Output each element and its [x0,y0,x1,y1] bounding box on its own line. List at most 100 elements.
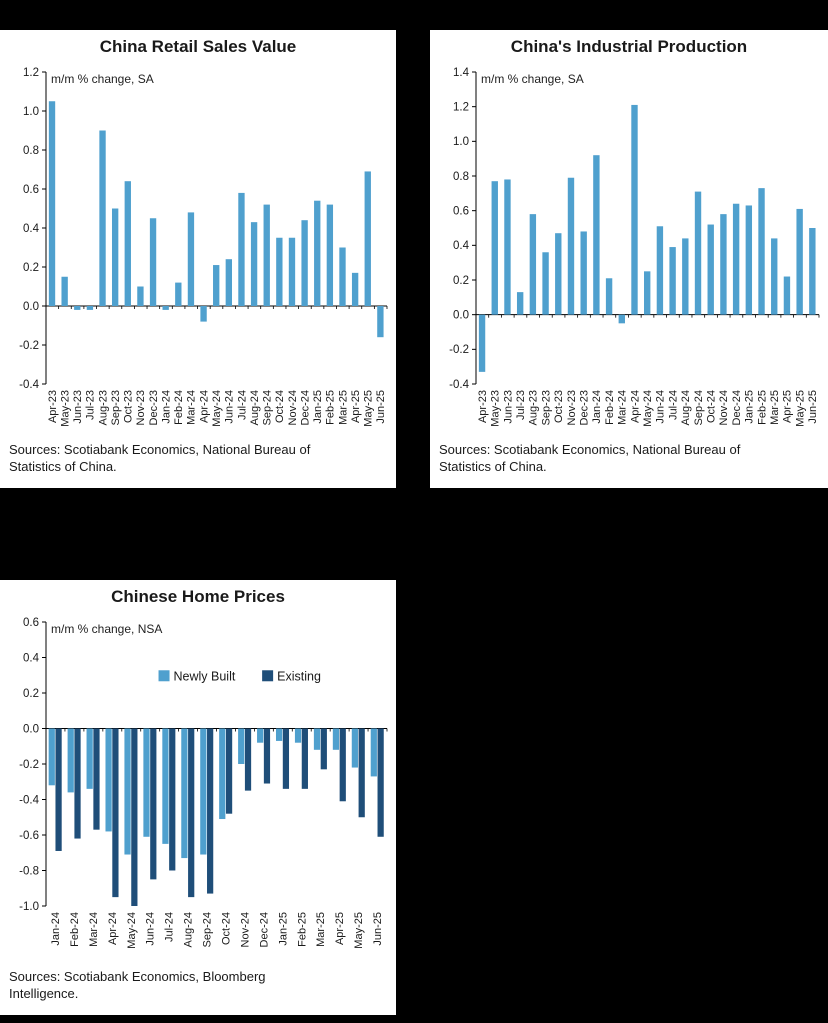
bar [631,104,638,315]
bar [377,306,384,338]
bar [188,728,195,898]
bar [339,247,346,306]
bar [238,728,245,764]
x-tick-label: Nov-23 [566,390,578,425]
y-tick-label: 1.4 [453,67,470,79]
y-tick-label: 0.2 [23,688,39,700]
bar [111,208,119,306]
bar [219,728,226,820]
x-tick-label: Jan-25 [312,390,324,424]
x-tick-label: Jun-24 [655,390,667,424]
bar [732,203,740,315]
y-tick-label: -0.6 [19,830,39,842]
bar [370,728,377,777]
x-tick-label: Apr-24 [107,912,119,945]
bar [796,208,803,315]
sources-note-industrial-production: Sources: Scotiabank Economics, National … [439,441,741,475]
bar [351,272,359,306]
bar [207,728,214,894]
bar [67,728,74,793]
x-tick-label: Nov-24 [718,390,730,425]
x-tick-label: Nov-24 [287,390,299,425]
bar [339,728,346,802]
x-tick-label: Nov-23 [135,390,147,425]
bar [225,728,233,814]
bar [364,171,371,306]
y-tick-label: -0.4 [449,379,469,391]
bar [74,728,81,839]
legend-label: Existing [277,669,321,683]
x-tick-label: Aug-24 [249,390,261,425]
x-tick-label: Jul-24 [236,390,248,420]
bar [491,181,498,315]
x-tick-label: Sep-24 [202,912,214,947]
x-tick-label: Jun-23 [502,390,514,424]
y-tick-label: 1.2 [453,101,469,113]
x-tick-label: Apr-25 [334,912,346,945]
x-tick-label: Aug-24 [183,912,195,947]
bar [131,728,138,906]
x-tick-label: Oct-24 [706,390,718,423]
panel-retail-sales: China Retail Sales Value -0.4 -0.2 0.0 0.2 0… [0,30,396,488]
y-tick-label: 0.0 [23,301,39,313]
bar [314,200,321,306]
x-tick-label: Jul-24 [164,912,176,942]
x-tick-label: Mar-24 [88,912,100,947]
x-tick-label: Dec-24 [731,390,743,425]
bar [225,259,233,306]
panel-industrial-production: China's Industrial Production -0.4 -0.2 0.… [430,30,828,488]
x-tick-label: Sep-24 [262,390,274,425]
x-tick-label: Apr-23 [47,390,59,423]
bar [516,292,524,315]
bar [605,278,613,315]
bar [567,177,575,315]
y-tick-label: -0.2 [19,759,39,771]
bar [720,214,727,315]
y-tick-label: 0.2 [23,262,39,274]
bar [86,728,93,789]
bar [150,728,157,880]
x-tick-label: Jan-24 [160,390,172,424]
bar [669,247,676,315]
bar [200,306,207,322]
x-tick-label: Feb-24 [173,390,185,425]
bar [86,306,94,310]
x-tick-label: May-23 [59,390,71,427]
bar [301,220,308,306]
x-tick-label: Jan-24 [591,390,603,424]
y-tick-label: 0.4 [23,652,40,664]
x-tick-label: Feb-25 [296,912,308,947]
x-tick-label: Mar-24 [617,390,629,425]
bar [745,205,753,315]
x-tick-label: Oct-23 [123,390,135,423]
x-tick-label: Feb-25 [325,390,337,425]
x-tick-label: Dec-24 [299,390,311,425]
chart-title-retail-sales: China Retail Sales Value [99,37,297,56]
bar [48,101,56,306]
y-tick-label: 0.6 [23,184,39,196]
bar [593,155,600,315]
bar [105,728,112,832]
bar [358,728,365,818]
x-tick-label: Jan-25 [744,390,756,424]
x-tick-label: Apr-24 [198,390,210,423]
x-tick-label: May-25 [353,912,365,949]
y-tick-label: 1.0 [453,136,469,148]
y-tick-label: -0.2 [19,340,39,352]
y-tick-label: 0.4 [453,240,470,252]
y-tick-label: 0.6 [453,205,469,217]
bar [294,728,302,743]
bar [377,728,384,837]
bar [707,224,714,315]
x-tick-label: Aug-24 [680,390,692,425]
y-tick-label: 0.2 [453,275,469,287]
x-tick-label: May-24 [211,390,223,427]
x-tick-label: Oct-24 [274,390,286,423]
bar [175,282,182,306]
x-tick-label: Oct-23 [553,390,565,423]
x-tick-label: Mar-24 [186,390,198,425]
x-tick-label: Aug-23 [528,390,540,425]
x-tick-label: Apr-25 [782,390,794,423]
bar [332,728,340,750]
